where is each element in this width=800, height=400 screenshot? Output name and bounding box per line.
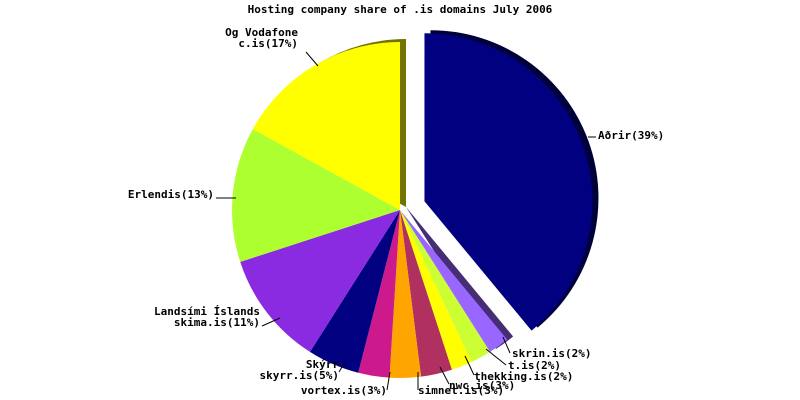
slice-label: Erlendis(13%) [128,188,214,201]
pie-slice [240,210,400,352]
pie-slice [400,210,508,352]
label-leader-line [305,51,319,67]
label-leader-line [386,371,391,391]
label-leader-line [485,348,507,366]
slice-label: nwc.is(3%) [449,379,515,392]
pie-slice [400,210,491,363]
chart-title: Hosting company share of .is domains Jul… [248,3,553,16]
pie-slice [424,33,593,331]
slice-label: Skýrr skyrr.is(5%) [260,358,340,382]
pie-slice [309,210,400,373]
label-leader-line [338,361,346,373]
slice-label: Og Vodafone c.is(17%) [225,26,298,50]
pie-slice [400,210,452,377]
slice-label: vortex.is(3%) [301,384,387,397]
label-leader-line [502,336,511,354]
slice-label: Landsími Íslands skima.is(11%) [154,305,260,329]
slice-label: skrin.is(2%) [512,347,591,360]
pie-slice [252,42,400,210]
label-leader-line [439,366,450,385]
slice-shadow [406,207,514,349]
slice-label: t.is(2%) [508,359,561,372]
pie-slice [400,210,472,370]
slice-label: simnet.is(3%) [418,384,504,397]
label-leader-line [261,317,281,327]
slice-labels: Aðrir(39%) skrin.is(2%)t.is(2%)thekking.i… [128,26,664,397]
pie-slices [232,30,599,379]
pie-slice [232,129,400,262]
pie-slice [358,210,400,378]
pie-slice [389,210,422,379]
slice-label: thekking.is(2%) [474,370,573,383]
slice-label: Aðrir(39%) [598,129,664,142]
label-leader-line [464,355,475,376]
